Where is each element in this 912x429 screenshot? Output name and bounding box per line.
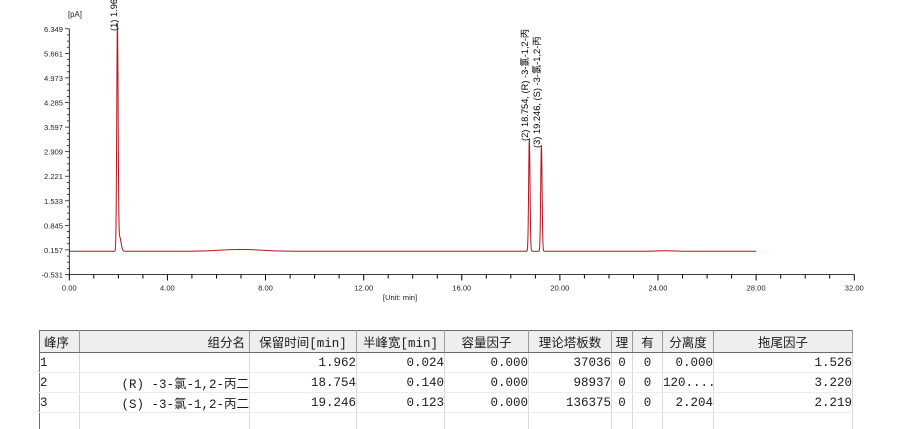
svg-text:12.00: 12.00 (354, 284, 373, 293)
svg-text:16.00: 16.00 (452, 284, 471, 293)
svg-text:0.157: 0.157 (44, 246, 63, 255)
svg-text:28.00: 28.00 (747, 284, 766, 293)
svg-text:[pA]: [pA] (68, 10, 82, 19)
svg-text:2.909: 2.909 (44, 148, 63, 157)
svg-text:(2) 18.754, (R) -3-氯-1,2-丙: (2) 18.754, (R) -3-氯-1,2-丙 (519, 29, 530, 141)
svg-text:8.00: 8.00 (258, 284, 273, 293)
svg-text:2.221: 2.221 (44, 172, 63, 181)
svg-text:4.00: 4.00 (160, 284, 175, 293)
svg-text:4.285: 4.285 (44, 99, 63, 108)
svg-text:6.349: 6.349 (44, 25, 63, 34)
svg-text:5.661: 5.661 (44, 49, 63, 58)
svg-text:(3) 19.246, (S) -3-氯-1,2-丙: (3) 19.246, (S) -3-氯-1,2-丙 (531, 36, 542, 148)
svg-text:0.845: 0.845 (44, 221, 63, 230)
svg-text:4.973: 4.973 (44, 74, 63, 83)
svg-text:[Unit: min]: [Unit: min] (383, 293, 417, 302)
svg-text:-0.531: -0.531 (41, 271, 63, 280)
svg-text:3.597: 3.597 (44, 123, 63, 132)
svg-text:24.00: 24.00 (648, 284, 667, 293)
svg-text:20.00: 20.00 (550, 284, 569, 293)
svg-text:32.00: 32.00 (845, 284, 864, 293)
svg-text:1.533: 1.533 (44, 197, 63, 206)
svg-text:0.00: 0.00 (62, 284, 77, 293)
